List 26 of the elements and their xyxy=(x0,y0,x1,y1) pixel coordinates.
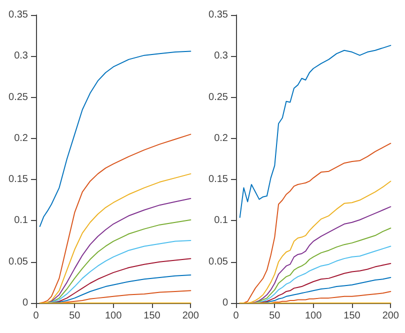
y-tick-label: 0.25 xyxy=(8,92,28,103)
y-tick-label: 0.35 xyxy=(8,10,28,20)
y-tick-label: 0.05 xyxy=(208,256,228,268)
y-tick-label: 0.2 xyxy=(14,132,28,144)
x-tick-label: 0 xyxy=(33,310,40,322)
x-tick-label: 50 xyxy=(69,310,81,322)
y-tick-label: 0.15 xyxy=(208,174,228,186)
y-tick-label: 0.15 xyxy=(8,174,28,186)
y-tick-label: 0.3 xyxy=(14,50,28,62)
y-tick-label: 0 xyxy=(22,298,28,308)
y-tick-label: 0.35 xyxy=(208,10,228,20)
x-tick-label: 100 xyxy=(104,310,122,322)
y-tick-label: 0.1 xyxy=(14,215,28,226)
x-tick-label: 200 xyxy=(382,310,400,322)
x-tick-label: 200 xyxy=(182,310,200,322)
x-tick-label: 150 xyxy=(144,310,161,322)
y-tick-label: 0.05 xyxy=(8,256,28,268)
y-tick-label: 0.2 xyxy=(214,132,228,144)
y-tick-label: 0.1 xyxy=(214,215,228,226)
x-tick-label: 0 xyxy=(233,310,240,322)
x-tick-label: 50 xyxy=(269,310,281,322)
x-tick-label: 150 xyxy=(344,310,361,322)
y-tick-label: 0 xyxy=(222,298,228,308)
y-tick-label: 0.3 xyxy=(214,50,228,62)
y-tick-label: 0.25 xyxy=(208,92,228,103)
x-tick-label: 100 xyxy=(304,310,322,322)
